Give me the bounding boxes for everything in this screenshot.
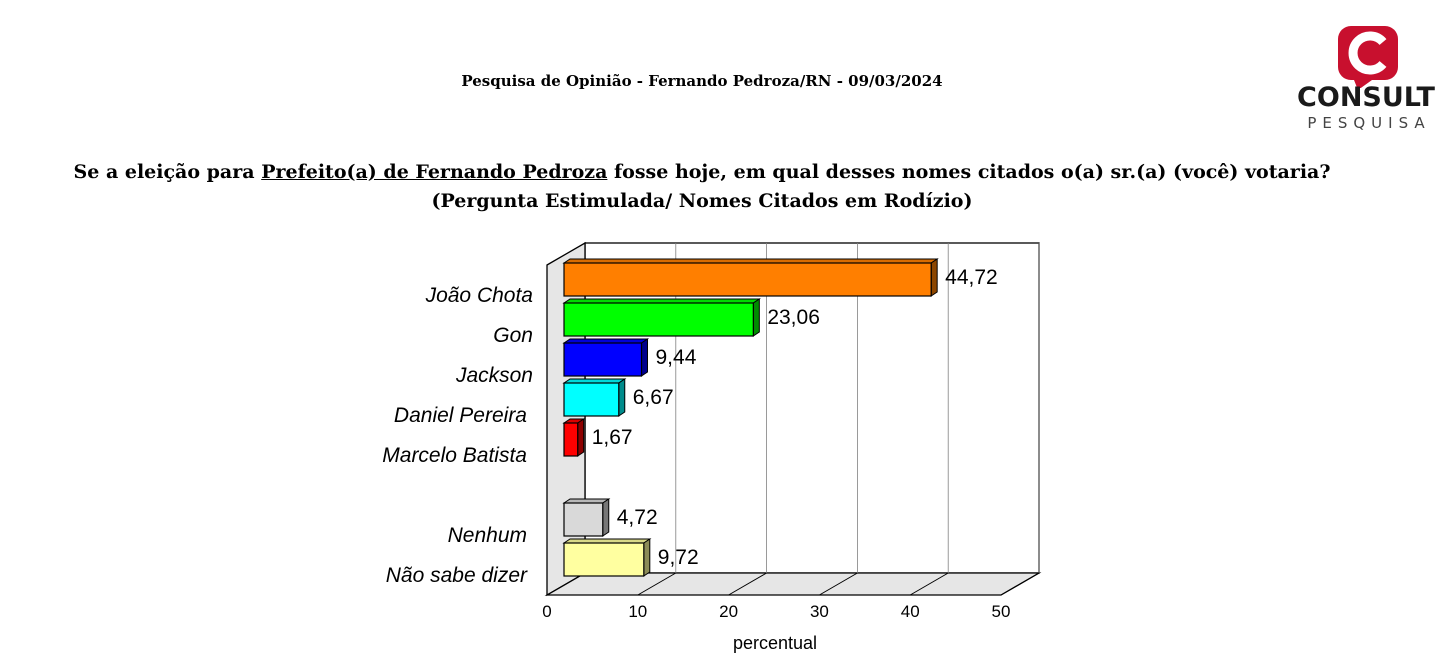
x-tick-label: 40: [901, 602, 920, 621]
bar-side: [641, 338, 649, 377]
floor-gridline: [909, 572, 949, 596]
bar: [563, 502, 604, 537]
bar-side: [577, 418, 585, 457]
bar: [563, 422, 579, 457]
question-prefix: Se a eleição para: [73, 161, 262, 183]
bar-value-label: 1,67: [592, 426, 633, 449]
bar-top: [562, 298, 761, 304]
bar: [563, 382, 620, 417]
logo-mark-icon: [1338, 26, 1398, 90]
bar-side: [643, 538, 651, 577]
bar-top: [562, 498, 611, 504]
question-subtitle: (Pergunta Estimulada/ Nomes Citados em R…: [431, 190, 973, 212]
logo-word: CONSULT: [1297, 82, 1435, 113]
question-suffix: fosse hoje, em qual desses nomes citados…: [607, 161, 1331, 183]
bar-value-label: 6,67: [633, 386, 674, 409]
bar: [563, 542, 645, 577]
floor-gridline: [637, 572, 677, 596]
x-axis-title: percentual: [733, 633, 817, 653]
x-tick-label: 10: [628, 602, 647, 621]
bar-value-label: 23,06: [767, 306, 820, 329]
floor-gridline: [819, 572, 858, 596]
floor-gridline: [1000, 572, 1040, 596]
logo-sub: PESQUISA: [1307, 114, 1431, 132]
bar-value-label: 44,72: [945, 266, 998, 289]
bar-top: [562, 338, 650, 344]
question-line: Se a eleição para Prefeito(a) de Fernand…: [0, 158, 1404, 187]
category-label: Daniel Pereira: [394, 404, 527, 427]
question-title: Se a eleição para Prefeito(a) de Fernand…: [0, 158, 1404, 216]
x-tick-label: 50: [992, 602, 1011, 621]
category-label: Não sabe dizer: [386, 564, 528, 587]
bar-side: [602, 498, 610, 537]
bar-side: [930, 258, 938, 297]
category-label: Marcelo Batista: [382, 444, 527, 467]
bar-value-label: 4,72: [617, 506, 658, 529]
floor-gridline: [728, 572, 767, 596]
category-label: João Chota: [425, 284, 533, 307]
bar: [563, 342, 643, 377]
consult-logo: CONSULT PESQUISA: [1288, 18, 1448, 138]
category-label: Jackson: [455, 364, 533, 387]
question-underlined: Prefeito(a) de Fernando Pedroza: [261, 161, 608, 183]
bar-top: [562, 378, 627, 384]
bar-value-label: 9,44: [656, 346, 697, 369]
bar-value-label: 9,72: [658, 546, 699, 569]
bar: [563, 262, 932, 297]
survey-header: Pesquisa de Opinião - Fernando Pedroza/R…: [461, 72, 943, 90]
bar-side: [618, 378, 626, 417]
bar-side: [752, 298, 760, 337]
x-tick-label: 30: [810, 602, 829, 621]
x-tick-label: 0: [542, 602, 551, 621]
chart-back-wall: [584, 242, 1040, 574]
x-tick-label: 20: [719, 602, 738, 621]
bar: [563, 302, 754, 337]
category-label: Gon: [493, 324, 533, 347]
category-label: Nenhum: [448, 524, 527, 547]
bar-top: [562, 258, 939, 264]
